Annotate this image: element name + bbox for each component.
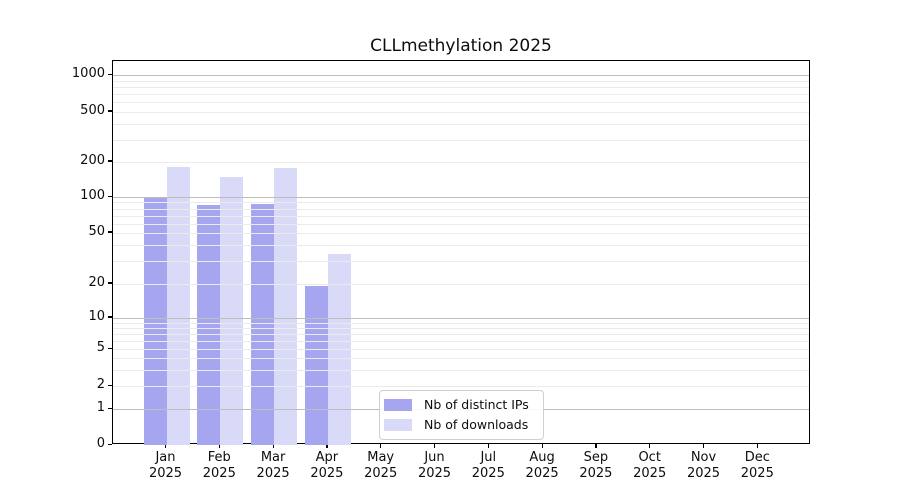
- x-tick-mark: [541, 444, 543, 448]
- gridline-minor: [113, 208, 809, 210]
- x-tick-label: Apr 2025: [310, 450, 344, 481]
- bar-downloads-feb: [220, 176, 244, 445]
- gridline-minor: [113, 322, 809, 324]
- gridline-minor: [113, 139, 809, 141]
- x-tick-label: Jun 2025: [417, 450, 452, 481]
- x-tick-mark: [487, 444, 490, 448]
- y-tick-label: 50: [88, 223, 105, 239]
- gridline-minor: [113, 283, 809, 285]
- x-tick-label: May 2025: [364, 450, 398, 481]
- x-tick-mark: [434, 444, 436, 448]
- y-tick-mark: [108, 407, 112, 409]
- gridline-minor: [113, 349, 809, 351]
- y-tick-label: 2: [96, 377, 105, 393]
- x-tick-mark: [703, 444, 705, 448]
- gridline-minor: [113, 333, 809, 335]
- y-tick-mark: [108, 443, 112, 445]
- gridline-minor: [113, 80, 809, 82]
- legend-swatch-downloads: [384, 418, 412, 431]
- y-tick-label: 1: [96, 400, 105, 416]
- chart-title: CLLmethylation 2025: [370, 36, 552, 56]
- x-tick-mark: [756, 444, 759, 448]
- gridline-minor: [113, 369, 809, 371]
- x-tick-mark: [218, 444, 221, 448]
- gridline-minor: [113, 124, 809, 126]
- bar-ips-apr: [304, 286, 328, 445]
- y-tick-mark: [108, 384, 112, 386]
- legend-entry-downloads: Nb of downloads: [384, 416, 535, 433]
- legend: Nb of distinct IPs Nb of downloads: [379, 390, 544, 440]
- x-tick-label: Mar 2025: [256, 450, 290, 481]
- gridline-minor: [113, 223, 809, 225]
- gridline-minor: [113, 386, 809, 388]
- bar-downloads-mar: [274, 167, 298, 445]
- legend-entry-distinct-ips: Nb of distinct IPs: [384, 396, 535, 413]
- y-tick-label: 500: [80, 102, 105, 118]
- legend-label-downloads: Nb of downloads: [424, 416, 529, 432]
- bar-ips-mar: [251, 204, 275, 445]
- x-tick-mark: [649, 444, 651, 448]
- gridline-minor: [113, 215, 809, 217]
- x-tick-label: Dec 2025: [740, 450, 774, 481]
- x-tick-label: Jul 2025: [471, 450, 505, 481]
- y-tick-label: 10: [88, 308, 105, 324]
- gridline-minor: [113, 358, 809, 360]
- x-tick-mark: [272, 444, 274, 448]
- x-tick-label: Sep 2025: [579, 450, 613, 481]
- x-tick-mark: [165, 444, 167, 448]
- gridline-minor: [113, 232, 809, 234]
- gridline-major: [113, 197, 809, 198]
- gridline-minor: [113, 102, 809, 104]
- y-tick-mark: [108, 110, 112, 112]
- y-tick-label: 200: [80, 152, 105, 168]
- x-tick-label: Nov 2025: [686, 450, 721, 481]
- y-tick-label: 1000: [71, 66, 105, 82]
- y-tick-label: 5: [96, 340, 105, 356]
- y-tick-mark: [108, 195, 112, 197]
- y-tick-mark: [108, 282, 112, 284]
- y-tick-label: 0: [96, 436, 105, 451]
- bar-ips-feb: [197, 205, 221, 445]
- x-tick-label: Jan 2025: [148, 450, 183, 481]
- gridline-minor: [113, 93, 809, 95]
- x-tick-mark: [326, 444, 328, 448]
- y-tick-label: 20: [88, 274, 105, 290]
- x-tick-label: Oct 2025: [633, 450, 667, 481]
- gridline-minor: [113, 202, 809, 204]
- y-tick-mark: [108, 347, 112, 350]
- y-tick-mark: [108, 73, 112, 75]
- gridline-minor: [113, 245, 809, 247]
- gridline-minor: [113, 161, 809, 163]
- gridline-minor: [113, 340, 809, 342]
- y-tick-label: 100: [80, 188, 105, 203]
- y-tick-mark: [108, 231, 112, 233]
- gridline-major: [113, 317, 809, 319]
- gridline-minor: [113, 86, 809, 88]
- bar-downloads-jan: [166, 167, 190, 445]
- x-tick-label: Aug 2025: [525, 450, 559, 481]
- x-tick-mark: [380, 444, 382, 448]
- gridline-minor: [113, 111, 809, 113]
- bar-ips-jan: [143, 197, 167, 445]
- gridline-minor: [113, 261, 809, 263]
- legend-swatch-distinct-ips: [384, 398, 412, 411]
- gridline-major: [113, 75, 809, 77]
- x-tick-label: Feb 2025: [202, 450, 236, 481]
- plot-area: [112, 60, 810, 445]
- y-tick-mark: [108, 160, 112, 162]
- gridline-minor: [113, 327, 809, 329]
- legend-label-distinct-ips: Nb of distinct IPs: [424, 396, 529, 412]
- y-tick-mark: [108, 316, 112, 318]
- x-tick-mark: [595, 444, 597, 448]
